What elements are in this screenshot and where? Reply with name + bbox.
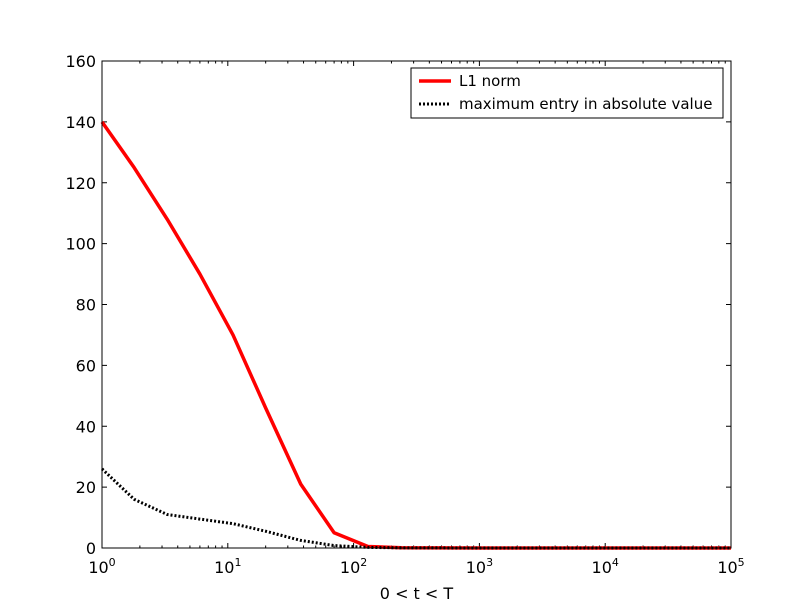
y-tick-label: 60	[76, 356, 96, 375]
x-tick-label: 105	[717, 556, 744, 577]
y-tick-label: 100	[65, 235, 96, 254]
x-tick-label-base: 10	[214, 558, 234, 577]
x-tick-label: 103	[466, 556, 493, 577]
y-tick-label: 120	[65, 174, 96, 193]
x-tick-label: 102	[340, 556, 367, 577]
x-tick-label: 101	[214, 556, 241, 577]
x-tick-label: 100	[88, 556, 115, 577]
x-tick-label-exponent: 1	[234, 556, 241, 569]
series-line-maximum-entry	[100, 467, 731, 550]
x-tick-label-exponent: 0	[109, 556, 116, 569]
x-tick-label-exponent: 4	[612, 556, 619, 569]
x-tick-label: 104	[592, 556, 619, 577]
series-layer	[100, 120, 731, 550]
y-tick-label: 140	[65, 113, 96, 132]
x-tick-label-exponent: 3	[486, 556, 493, 569]
x-tick-label-base: 10	[466, 558, 486, 577]
series-line-l1-norm	[100, 120, 731, 550]
legend: L1 norm maximum entry in absolute value	[410, 67, 724, 119]
y-tick-label: 160	[65, 52, 96, 71]
x-axis-label: 0 < t < T	[380, 584, 454, 603]
x-tick-label-base: 10	[592, 558, 612, 577]
x-tick-label-exponent: 2	[360, 556, 367, 569]
x-tick-label-base: 10	[717, 558, 737, 577]
y-tick-label: 20	[76, 478, 96, 497]
x-tick-label-base: 10	[88, 558, 108, 577]
x-tick-label-exponent: 5	[738, 556, 745, 569]
y-tick-label: 0	[86, 539, 96, 558]
legend-label-l1-norm: L1 norm	[459, 72, 521, 90]
y-tick-label: 80	[76, 296, 96, 315]
legend-box	[410, 67, 724, 119]
plot-frame	[101, 60, 732, 549]
legend-label-maximum-entry: maximum entry in absolute value	[459, 95, 712, 113]
x-tick-label-base: 10	[340, 558, 360, 577]
y-tick-label: 40	[76, 417, 96, 436]
